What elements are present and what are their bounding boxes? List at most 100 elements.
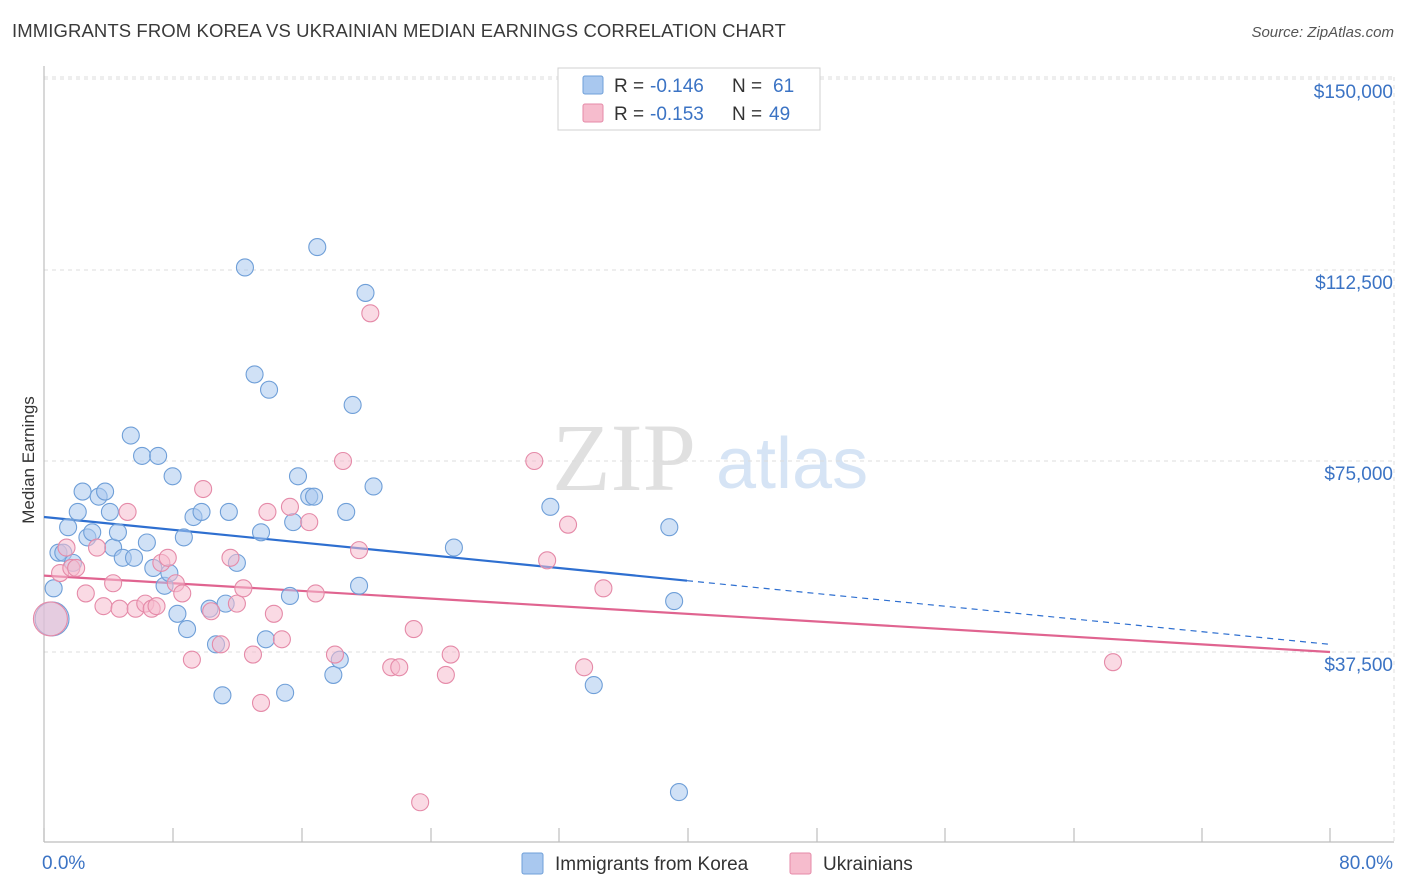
- bottom-legend-swatch-korea: [521, 852, 544, 875]
- ukrainians-point-31: [280, 497, 299, 516]
- watermark-zip: ZIP: [552, 404, 696, 511]
- legend-n-label-ukrainians: N =: [732, 104, 762, 125]
- ukrainians-point-4: [67, 558, 86, 578]
- ukrainians-point-25: [234, 579, 253, 598]
- ukrainians-point-7: [94, 597, 113, 616]
- ukrainians-point-24: [227, 594, 246, 613]
- korea-point-1: [44, 579, 63, 598]
- korea-points: [34, 238, 689, 802]
- legend-n-value-korea: 61: [773, 76, 794, 97]
- bottom-legend-swatch-ukrainians: [789, 852, 812, 875]
- ukrainians-point-30: [272, 630, 291, 649]
- y-tick-label-0: $37,500: [1324, 655, 1393, 676]
- chart-title: IMMIGRANTS FROM KOREA VS UKRAINIAN MEDIA…: [12, 20, 786, 41]
- legend: R = -0.146 N = 61 R = -0.153 N = 49: [557, 67, 821, 131]
- bottom-legend: Immigrants from Korea Ukrainians: [521, 852, 913, 875]
- ukrainians-point-45: [538, 551, 557, 570]
- korea-point-21: [149, 446, 168, 465]
- korea-point-57: [665, 592, 684, 611]
- ukrainians-point-41: [411, 793, 430, 812]
- ukrainians-point-47: [575, 658, 594, 677]
- ukrainians-point-43: [441, 645, 460, 664]
- korea-point-41: [280, 586, 299, 606]
- korea-point-25: [168, 604, 187, 623]
- korea-point-52: [356, 283, 375, 302]
- bottom-legend-label-ukrainians: Ukrainians: [823, 854, 913, 875]
- ukrainians-point-19: [182, 650, 201, 669]
- watermark-atlas: atlas: [716, 424, 868, 504]
- y-tick-label-1: $75,000: [1324, 464, 1393, 485]
- korea-point-54: [444, 538, 463, 557]
- korea-point-35: [235, 258, 254, 277]
- ukrainians-point-35: [333, 451, 353, 471]
- ukrainians-point-37: [361, 304, 380, 323]
- y-axis-title: Median Earnings: [19, 396, 38, 524]
- korea-point-55: [541, 497, 560, 516]
- ukrainians-point-5: [76, 584, 95, 603]
- korea-point-16: [121, 426, 140, 445]
- korea-point-46: [308, 238, 327, 257]
- ukrainians-point-33: [306, 584, 325, 603]
- legend-r-label-ukrainians: R =: [614, 104, 644, 125]
- korea-point-43: [288, 467, 308, 486]
- ukrainians-point-21: [202, 602, 221, 621]
- korea-point-6: [68, 502, 87, 521]
- ukrainians-point-8: [104, 574, 123, 593]
- ukrainians-point-10: [118, 502, 137, 521]
- korea-point-9: [83, 523, 102, 542]
- ukrainians-point-2: [57, 538, 76, 557]
- korea-point-29: [192, 502, 211, 521]
- ukrainians-point-49: [1103, 653, 1123, 672]
- korea-point-38: [256, 630, 275, 649]
- legend-swatch-ukrainians: [582, 103, 604, 123]
- ukrainians-point-29: [264, 604, 283, 623]
- ukrainians-point-39: [390, 658, 409, 677]
- legend-n-label-korea: N =: [732, 76, 762, 97]
- trend-line-ukrainians: [43, 574, 1331, 654]
- korea-point-32: [213, 686, 232, 705]
- ukrainians-point-40: [404, 620, 423, 639]
- ukrainians-point-18: [173, 584, 192, 603]
- korea-point-45: [305, 487, 324, 506]
- korea-point-7: [73, 482, 92, 501]
- ukrainians-point-48: [594, 579, 613, 598]
- ukrainians-point-22: [211, 635, 230, 654]
- korea-point-58: [669, 783, 689, 802]
- korea-point-24: [163, 467, 182, 486]
- trend-line-korea-extension: [686, 580, 1331, 645]
- x-tick-label-0: 0.0%: [42, 853, 85, 874]
- ukrainians-point-14: [147, 597, 166, 616]
- legend-r-value-korea: -0.146: [650, 76, 704, 97]
- ukrainians-point-46: [558, 515, 578, 534]
- legend-r-value-ukrainians: -0.153: [650, 104, 704, 125]
- ukrainians-point-23: [221, 548, 240, 567]
- korea-point-42: [284, 513, 303, 532]
- korea-point-50: [343, 395, 362, 415]
- ukrainians-point-34: [325, 645, 345, 664]
- ukrainians-point-20: [194, 479, 213, 499]
- ukrainians-point-16: [158, 548, 177, 567]
- ukrainians-point-36: [350, 541, 369, 560]
- korea-point-51: [350, 576, 369, 595]
- korea-point-40: [276, 683, 295, 702]
- watermark: ZIP atlas: [552, 404, 868, 511]
- ukrainians-point-9: [110, 599, 129, 618]
- korea-point-14: [108, 523, 127, 542]
- ukrainians-point-27: [251, 693, 271, 712]
- korea-point-53: [364, 477, 383, 496]
- korea-point-37: [251, 523, 271, 542]
- ukrainian-points: [32, 304, 1123, 812]
- ukrainians-point-28: [258, 502, 277, 521]
- legend-swatch-korea: [582, 75, 604, 95]
- legend-r-label-korea: R =: [614, 76, 644, 97]
- ukrainians-point-42: [436, 665, 455, 684]
- korea-point-39: [259, 380, 279, 399]
- ukrainians-point-6: [87, 538, 107, 557]
- korea-point-12: [100, 502, 119, 521]
- y-tick-label-3: $150,000: [1314, 82, 1393, 103]
- korea-point-19: [137, 533, 156, 552]
- korea-point-47: [324, 665, 343, 684]
- korea-point-26: [174, 528, 193, 547]
- y-tick-label-2: $112,500: [1315, 273, 1393, 294]
